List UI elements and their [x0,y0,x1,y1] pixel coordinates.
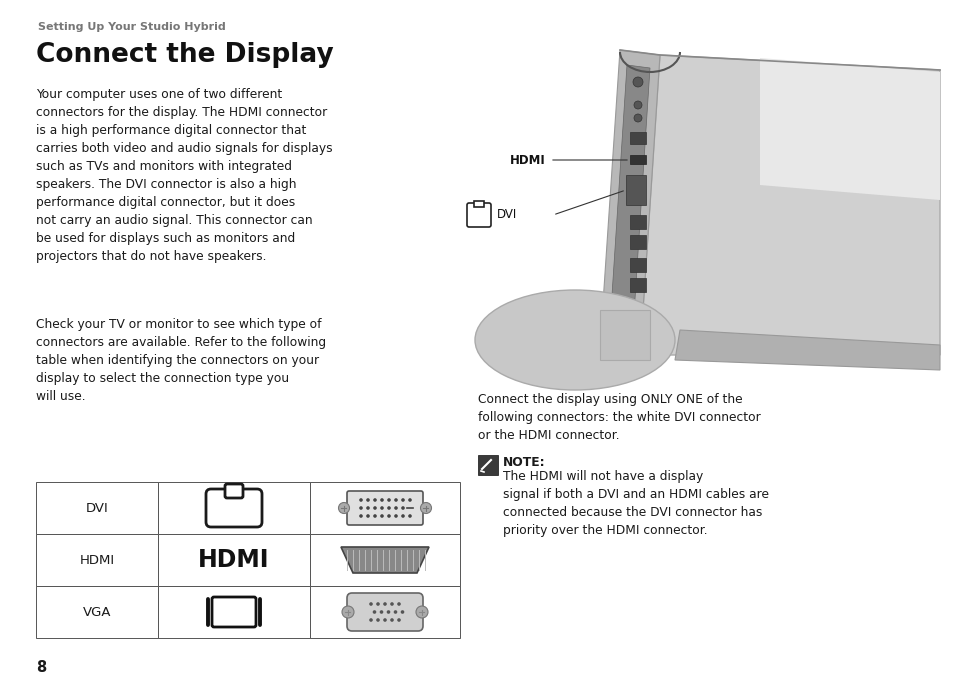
Text: Connect the display using ONLY ONE of the
following connectors: the white DVI co: Connect the display using ONLY ONE of th… [477,393,760,442]
Bar [36,586,158,638]
Circle shape [400,610,404,614]
Circle shape [366,498,370,502]
Circle shape [359,515,362,518]
Bar [310,586,459,638]
Text: Your computer uses one of two different
connectors for the display. The HDMI con: Your computer uses one of two different … [36,88,333,263]
Circle shape [379,610,383,614]
Text: DVI: DVI [497,209,517,221]
Bar [36,482,158,534]
Circle shape [396,618,400,621]
Circle shape [373,515,376,518]
Text: VGA: VGA [83,605,112,619]
Circle shape [373,506,376,510]
Bar [629,132,645,144]
Polygon shape [760,58,939,200]
Circle shape [341,606,354,618]
FancyBboxPatch shape [206,489,262,527]
Circle shape [390,618,394,621]
Circle shape [387,506,391,510]
Text: Connect the Display: Connect the Display [36,42,334,68]
Circle shape [408,498,412,502]
Bar [629,215,645,229]
FancyBboxPatch shape [467,203,491,227]
FancyBboxPatch shape [347,491,422,525]
Text: 8: 8 [36,660,46,675]
Circle shape [359,498,362,502]
Circle shape [387,498,391,502]
Text: HDMI: HDMI [79,554,114,567]
Bar [474,201,483,207]
Circle shape [394,515,397,518]
Text: NOTE:: NOTE: [502,456,545,469]
Circle shape [390,603,394,606]
Circle shape [373,498,376,502]
Circle shape [401,506,404,510]
FancyBboxPatch shape [212,597,255,627]
Bar [629,235,645,249]
Circle shape [366,506,370,510]
Bar [158,534,310,586]
Circle shape [380,506,383,510]
Circle shape [401,515,404,518]
Bar [36,534,158,586]
FancyBboxPatch shape [225,484,243,498]
Bar [629,258,645,272]
Circle shape [387,515,391,518]
Circle shape [394,506,397,510]
Circle shape [359,506,362,510]
Circle shape [366,515,370,518]
Circle shape [373,610,375,614]
Text: Check your TV or monitor to see which type of
connectors are available. Refer to: Check your TV or monitor to see which ty… [36,318,326,403]
Bar [158,586,310,638]
Ellipse shape [475,290,675,390]
Text: HDMI: HDMI [510,154,545,167]
Text: Setting Up Your Studio Hybrid: Setting Up Your Studio Hybrid [38,22,226,32]
FancyBboxPatch shape [477,455,497,475]
Circle shape [380,498,383,502]
Circle shape [416,606,428,618]
Polygon shape [608,65,649,345]
Circle shape [369,618,373,621]
Bar [310,482,459,534]
FancyBboxPatch shape [347,593,422,631]
Polygon shape [340,547,429,573]
Circle shape [383,603,386,606]
Circle shape [338,502,349,513]
Circle shape [394,610,396,614]
Circle shape [401,498,404,502]
Circle shape [375,618,379,621]
Bar [158,482,310,534]
Circle shape [634,114,641,122]
Circle shape [396,603,400,606]
Bar [629,155,645,164]
Polygon shape [599,50,659,355]
Circle shape [634,101,641,109]
Polygon shape [675,330,939,370]
Circle shape [386,610,390,614]
Bar [625,175,645,205]
Text: DVI: DVI [86,502,109,515]
Text: HDMI: HDMI [198,548,270,572]
Circle shape [633,77,642,87]
Circle shape [394,498,397,502]
Text: The HDMI will not have a display
signal if both a DVI and an HDMI cables are
con: The HDMI will not have a display signal … [502,470,768,537]
Circle shape [369,603,373,606]
Bar [599,310,649,360]
Circle shape [383,618,386,621]
Bar [477,35,949,380]
Circle shape [375,603,379,606]
Bar [629,278,645,292]
Circle shape [380,515,383,518]
Bar [310,534,459,586]
Polygon shape [639,55,939,355]
Circle shape [420,502,431,513]
Circle shape [408,515,412,518]
